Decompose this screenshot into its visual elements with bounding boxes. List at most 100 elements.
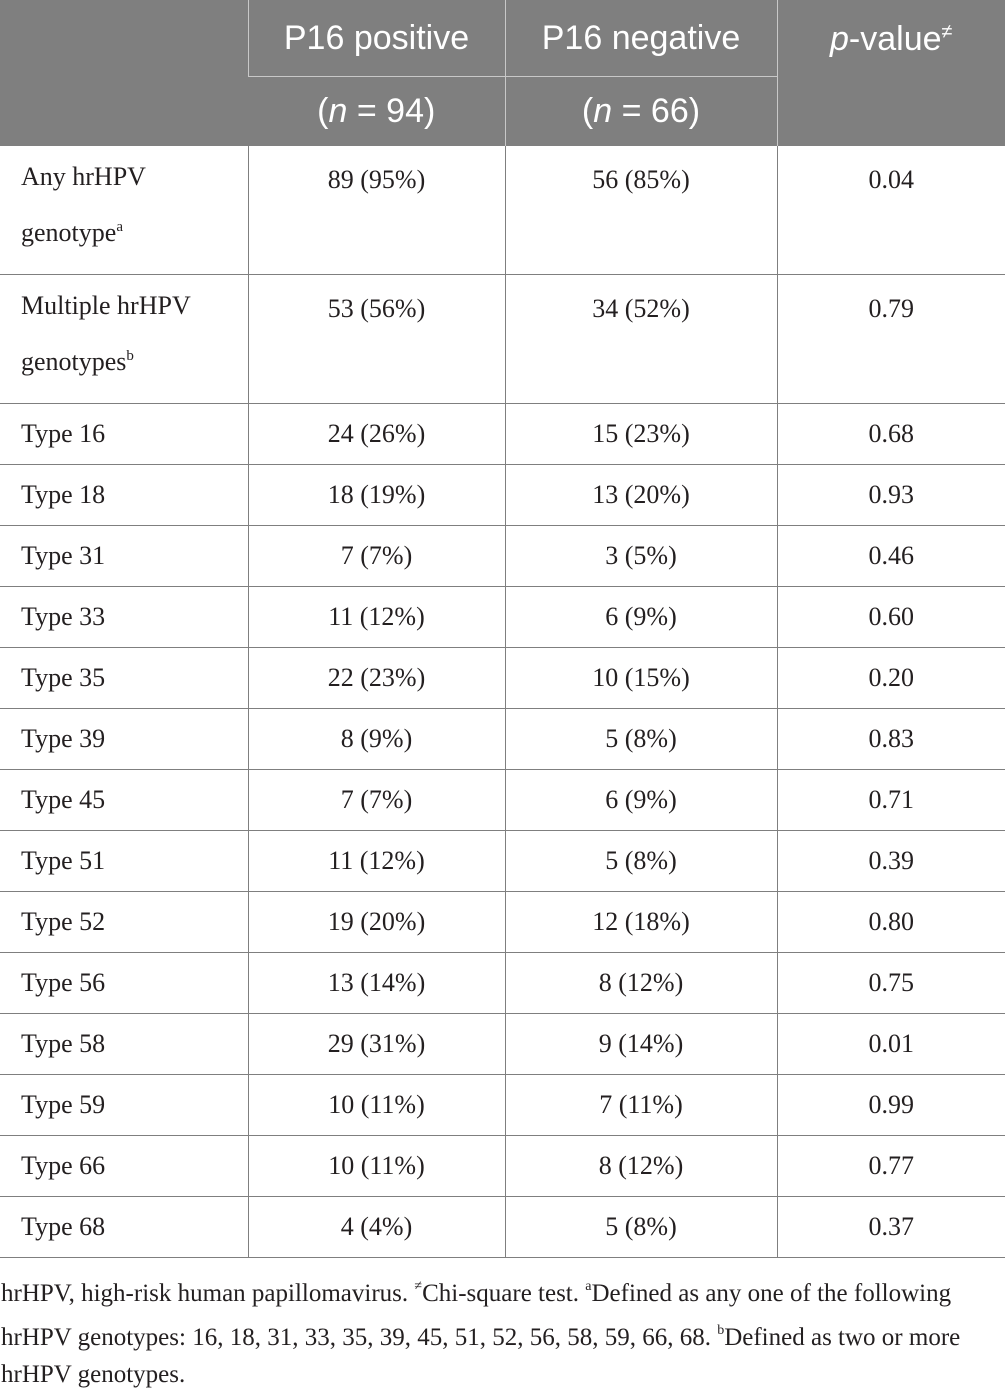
table-row: Type 31 7 (7%) 3 (5%) 0.46 bbox=[0, 525, 1005, 587]
cell-p16-negative: 5 (8%) bbox=[504, 830, 778, 892]
cell-p16-negative: 8 (12%) bbox=[504, 952, 778, 1014]
header-p-italic: p bbox=[829, 20, 849, 58]
cell-p16-negative: 10 (15%) bbox=[504, 647, 778, 709]
cell-p-value: 0.93 bbox=[776, 464, 1005, 526]
cell-p16-negative: 12 (18%) bbox=[504, 891, 778, 953]
cell-p-value: 0.99 bbox=[776, 1074, 1005, 1136]
footnote-def-a: Defined as any one of the following hrHP… bbox=[1, 1280, 952, 1351]
header-pos-count: = 94) bbox=[347, 91, 436, 130]
header-pos-n: n bbox=[328, 91, 348, 130]
table-row: Type 59 10 (11%) 7 (11%) 0.99 bbox=[0, 1074, 1005, 1136]
cell-p-value: 0.75 bbox=[776, 952, 1005, 1014]
table-row: Type 58 29 (31%) 9 (14%) 0.01 bbox=[0, 1013, 1005, 1075]
table-row: Any hrHPV genotypea 89 (95%) 56 (85%) 0.… bbox=[0, 145, 1005, 275]
header-neg-count: = 66) bbox=[612, 91, 701, 130]
header-p-value-sup: ≠ bbox=[941, 21, 953, 43]
table-row: Type 51 11 (12%) 5 (8%) 0.39 bbox=[0, 830, 1005, 892]
cell-p16-positive: 11 (12%) bbox=[247, 586, 506, 648]
cell-p16-positive: 19 (20%) bbox=[247, 891, 506, 953]
cell-p-value: 0.20 bbox=[776, 647, 1005, 709]
header-p-value-label: -value bbox=[848, 20, 942, 58]
cell-p-value: 0.80 bbox=[776, 891, 1005, 953]
row-label: Type 68 bbox=[0, 1196, 249, 1258]
cell-p16-negative: 3 (5%) bbox=[504, 525, 778, 587]
cell-p16-negative: 6 (9%) bbox=[504, 586, 778, 648]
row-label-text: Multiple hrHPV genotypes bbox=[21, 291, 191, 376]
cell-p16-positive: 53 (56%) bbox=[247, 274, 506, 404]
header-p16-negative: P16 negative bbox=[504, 0, 777, 77]
header-neg-open: ( bbox=[581, 91, 594, 130]
row-label: Type 18 bbox=[0, 464, 249, 526]
table-row: Type 56 13 (14%) 8 (12%) 0.75 bbox=[0, 952, 1005, 1014]
row-label: Type 52 bbox=[0, 891, 249, 953]
cell-p16-positive: 29 (31%) bbox=[247, 1013, 506, 1075]
cell-p16-negative: 8 (12%) bbox=[504, 1135, 778, 1197]
cell-p16-positive: 18 (19%) bbox=[247, 464, 506, 526]
cell-p16-positive: 89 (95%) bbox=[247, 145, 506, 275]
row-label-text: Any hrHPV genotype bbox=[21, 162, 146, 247]
cell-p-value: 0.77 bbox=[776, 1135, 1005, 1197]
cell-p16-negative: 7 (11%) bbox=[504, 1074, 778, 1136]
hpv-genotype-table: P16 positive P16 negative p-value≠ (n = … bbox=[0, 0, 1005, 1258]
table-header: P16 positive P16 negative p-value≠ (n = … bbox=[0, 0, 1005, 146]
table-body: Any hrHPV genotypea 89 (95%) 56 (85%) 0.… bbox=[0, 145, 1005, 1258]
header-p16-negative-label: P16 negative bbox=[541, 18, 741, 57]
row-label: Type 56 bbox=[0, 952, 249, 1014]
header-p-value: p-value≠ bbox=[776, 0, 1005, 146]
header-p16-positive-label: P16 positive bbox=[283, 18, 470, 57]
row-label: Type 66 bbox=[0, 1135, 249, 1197]
footnote-sup-neq: ≠ bbox=[414, 1279, 423, 1294]
header-p16-positive-n: (n = 94) bbox=[248, 76, 505, 146]
cell-p16-negative: 34 (52%) bbox=[504, 274, 778, 404]
row-label-sup: a bbox=[116, 219, 123, 235]
header-pos-open: ( bbox=[317, 91, 329, 130]
table-row: Type 35 22 (23%) 10 (15%) 0.20 bbox=[0, 647, 1005, 709]
cell-p-value: 0.37 bbox=[776, 1196, 1005, 1258]
cell-p16-positive: 11 (12%) bbox=[247, 830, 506, 892]
row-label: Type 33 bbox=[0, 586, 249, 648]
row-label: Type 45 bbox=[0, 769, 249, 831]
table-row: Type 18 18 (19%) 13 (20%) 0.93 bbox=[0, 464, 1005, 526]
cell-p16-negative: 9 (14%) bbox=[504, 1013, 778, 1075]
cell-p16-positive: 10 (11%) bbox=[247, 1074, 506, 1136]
cell-p16-positive: 24 (26%) bbox=[247, 403, 506, 465]
row-label: Type 31 bbox=[0, 525, 249, 587]
table-row: Type 33 11 (12%) 6 (9%) 0.60 bbox=[0, 586, 1005, 648]
row-label: Type 58 bbox=[0, 1013, 249, 1075]
row-label: Type 51 bbox=[0, 830, 249, 892]
row-label: Type 59 bbox=[0, 1074, 249, 1136]
cell-p16-positive: 7 (7%) bbox=[247, 525, 506, 587]
header-p16-positive: P16 positive bbox=[247, 0, 505, 77]
cell-p-value: 0.60 bbox=[776, 586, 1005, 648]
row-label: Any hrHPV genotypea bbox=[0, 145, 249, 275]
cell-p-value: 0.39 bbox=[776, 830, 1005, 892]
cell-p16-positive: 8 (9%) bbox=[247, 708, 506, 770]
row-label: Type 35 bbox=[0, 647, 249, 709]
cell-p-value: 0.04 bbox=[776, 145, 1005, 275]
row-label-sup: b bbox=[126, 348, 134, 364]
header-blank-cell bbox=[0, 0, 248, 146]
footnote-abbrev: hrHPV, high-risk human papillomavirus. bbox=[1, 1280, 415, 1307]
cell-p-value: 0.68 bbox=[776, 403, 1005, 465]
cell-p-value: 0.71 bbox=[776, 769, 1005, 831]
cell-p16-negative: 13 (20%) bbox=[504, 464, 778, 526]
cell-p-value: 0.83 bbox=[776, 708, 1005, 770]
footnote-sup-b: b bbox=[717, 1323, 725, 1338]
cell-p16-negative: 5 (8%) bbox=[504, 708, 778, 770]
header-neg-n: n bbox=[593, 91, 613, 130]
footnote-sup-a: a bbox=[585, 1279, 592, 1294]
row-label: Type 39 bbox=[0, 708, 249, 770]
table-row: Type 45 7 (7%) 6 (9%) 0.71 bbox=[0, 769, 1005, 831]
cell-p-value: 0.79 bbox=[776, 274, 1005, 404]
table-row: Type 68 4 (4%) 5 (8%) 0.37 bbox=[0, 1196, 1005, 1258]
cell-p16-negative: 56 (85%) bbox=[504, 145, 778, 275]
header-p16-negative-n: (n = 66) bbox=[504, 76, 777, 146]
table-row: Type 66 10 (11%) 8 (12%) 0.77 bbox=[0, 1135, 1005, 1197]
cell-p16-positive: 7 (7%) bbox=[247, 769, 506, 831]
table-row: Type 16 24 (26%) 15 (23%) 0.68 bbox=[0, 403, 1005, 465]
cell-p16-positive: 13 (14%) bbox=[247, 952, 506, 1014]
cell-p16-positive: 4 (4%) bbox=[247, 1196, 506, 1258]
table-row: Multiple hrHPV genotypesb 53 (56%) 34 (5… bbox=[0, 274, 1005, 404]
cell-p-value: 0.46 bbox=[776, 525, 1005, 587]
row-label: Multiple hrHPV genotypesb bbox=[0, 274, 249, 404]
